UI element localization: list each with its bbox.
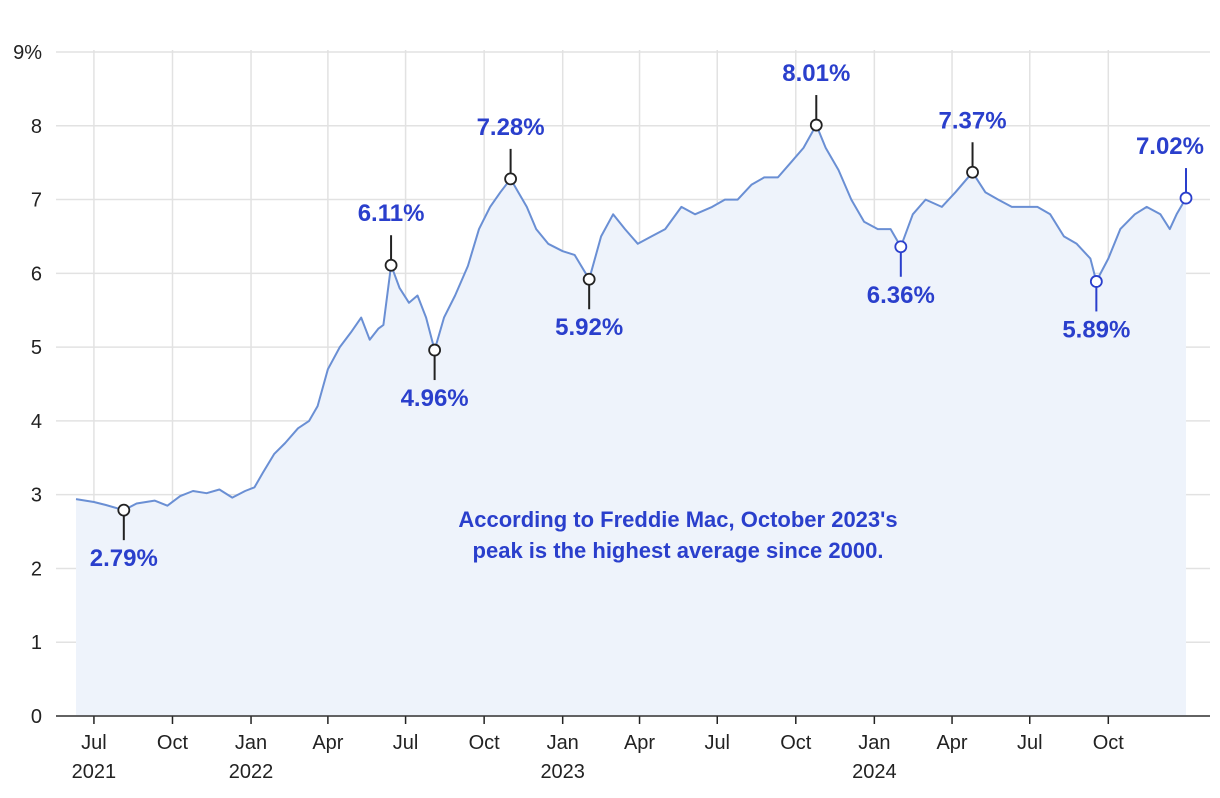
annotation-label: 2.79%: [90, 545, 158, 572]
x-tick-year-label: 2021: [72, 761, 117, 783]
x-tick-label: Jan: [858, 732, 890, 754]
x-tick-label: Oct: [1093, 732, 1125, 754]
annotation-label: 8.01%: [782, 60, 850, 87]
x-tick-year-label: 2022: [229, 761, 274, 783]
rate-annotations: 2.79% 6.11% 4.96% 7.28% 5.92% 8.01% 6.36% 7.37%…: [90, 60, 1204, 572]
x-tick-label: Jul: [393, 732, 419, 754]
x-tick-label: Jul: [81, 732, 107, 754]
annotation-label: 6.11%: [358, 200, 425, 227]
annotation-label: 5.89%: [1062, 316, 1130, 343]
y-tick-label: 4: [31, 411, 42, 433]
y-tick-label: 6: [31, 263, 42, 285]
x-tick-label: Oct: [469, 732, 501, 754]
x-axis-tick-labels: Jul 2021 Oct Jan 2022 Apr Jul Oct Jan 2023 Apr Jul O…: [72, 732, 1125, 783]
x-tick-label: Jan: [235, 732, 267, 754]
y-tick-label: 9%: [13, 42, 42, 64]
annotation-marker: [966, 165, 979, 179]
rate-area-fill: [76, 125, 1186, 716]
x-tick-label: Jan: [547, 732, 579, 754]
rate-line: [75, 124, 1187, 512]
y-tick-label: 0: [31, 706, 42, 728]
y-tick-label: 1: [31, 632, 42, 654]
annotation-marker: [384, 258, 398, 272]
annotation-marker: [809, 118, 823, 132]
annotation-marker: [428, 343, 442, 357]
y-tick-label: 2: [31, 558, 42, 580]
y-tick-label: 3: [31, 485, 42, 507]
y-axis-tick-labels: 0 1 2 3 4 5 6 7 8 9%: [13, 42, 42, 728]
y-tick-label: 7: [31, 190, 42, 212]
annotation-label: 7.28%: [477, 114, 545, 141]
x-tick-label: Apr: [624, 732, 655, 754]
x-tick-label: Apr: [312, 732, 343, 754]
annotation-label: 5.92%: [555, 314, 623, 341]
x-tick-year-label: 2024: [852, 761, 897, 783]
annotation-marker: [582, 272, 596, 286]
annotation-marker: [117, 503, 131, 517]
annotation-marker: [504, 172, 518, 186]
y-tick-label: 8: [31, 116, 42, 138]
annotation-marker: [1089, 275, 1103, 288]
x-tick-label: Oct: [780, 732, 812, 754]
annotation-marker: [894, 240, 908, 254]
annotation-label: 7.37%: [939, 107, 1007, 134]
y-tick-label: 5: [31, 337, 42, 359]
x-tick-label: Jul: [1017, 732, 1043, 754]
x-tick-label: Oct: [157, 732, 189, 754]
x-tick-year-label: 2023: [540, 761, 585, 783]
chart-note-line-2: peak is the highest average since 2000.: [473, 538, 884, 563]
x-tick-label: Jul: [704, 732, 730, 754]
annotation-label: 4.96%: [401, 385, 469, 412]
annotation-marker: [1179, 191, 1193, 205]
x-tick-label: Apr: [936, 732, 967, 754]
annotation-label: 6.36%: [867, 282, 935, 309]
chart-note-line-1: According to Freddie Mac, October 2023's: [458, 507, 897, 532]
annotation-label: 7.02%: [1136, 133, 1204, 160]
